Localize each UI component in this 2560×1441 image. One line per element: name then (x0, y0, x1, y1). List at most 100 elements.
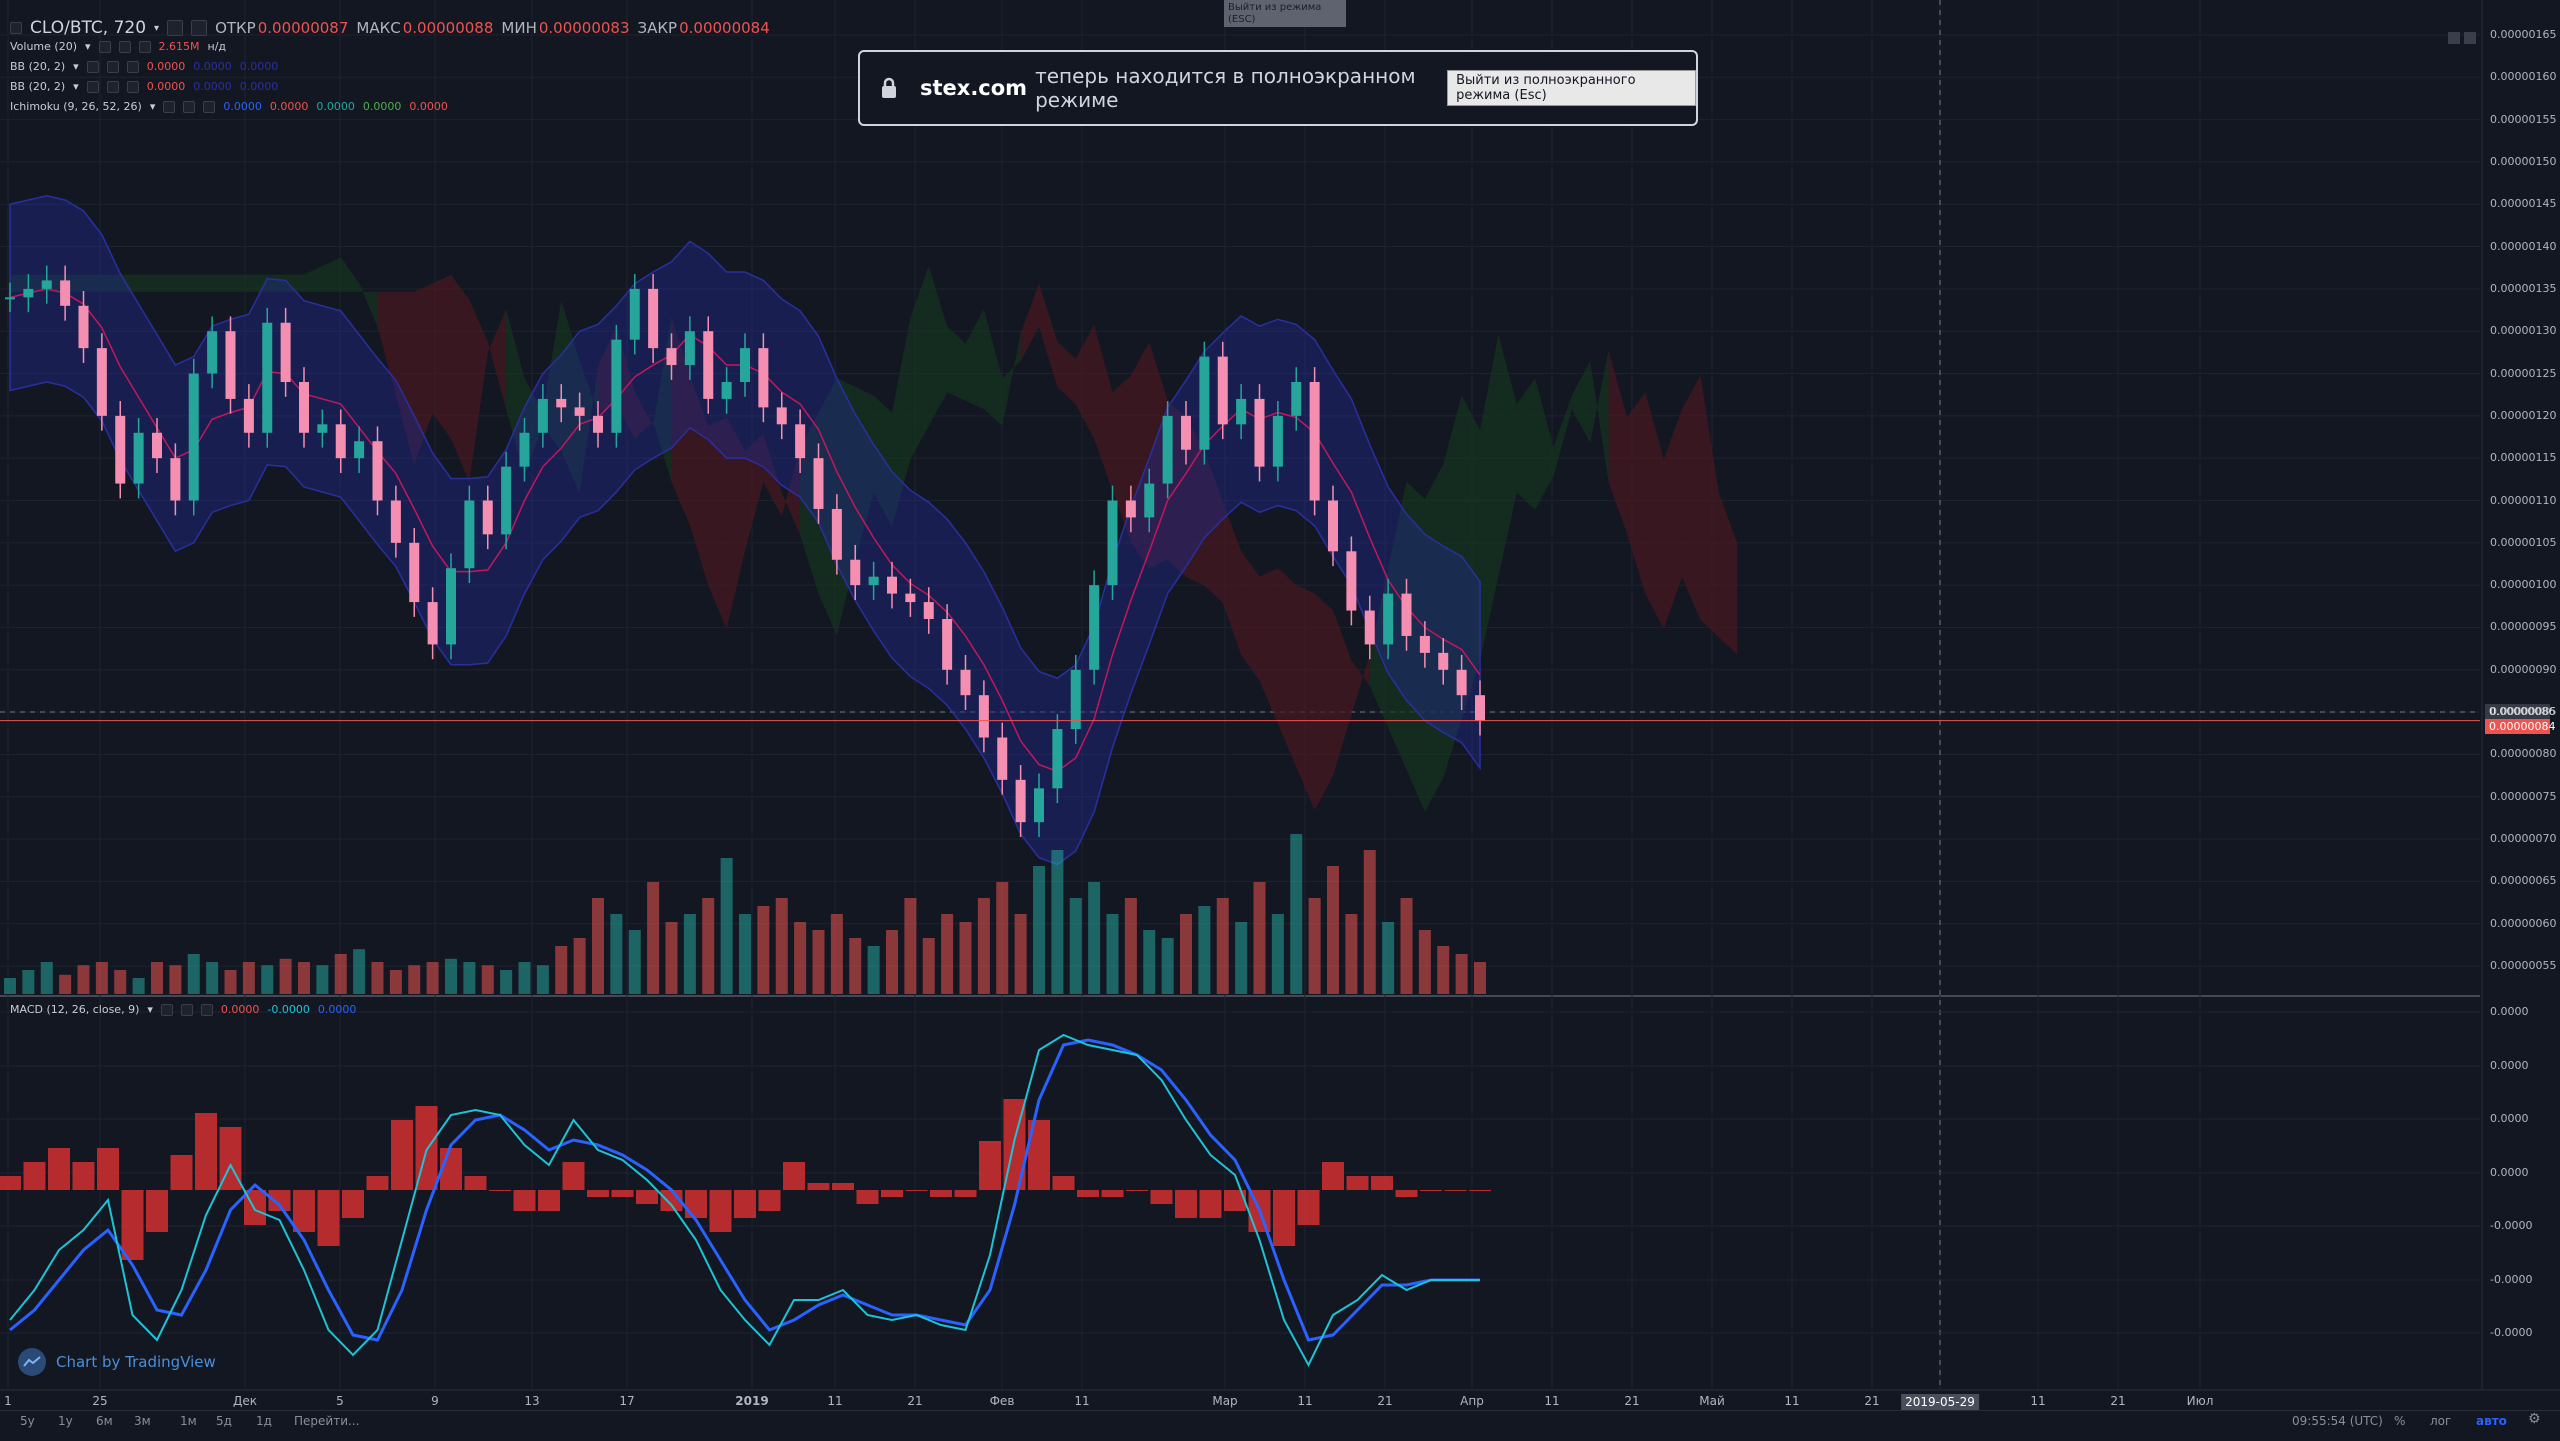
chevron-down-icon[interactable]: ▾ (147, 1003, 153, 1016)
settings-icon[interactable] (167, 20, 184, 36)
indicator-ichimoku[interactable]: Ichimoku (9, 26, 52, 26) ▾ 0.0000 0.0000 … (10, 100, 448, 113)
volume-bar (169, 965, 182, 994)
candle-body (923, 602, 934, 620)
close-icon[interactable] (203, 100, 216, 113)
clock: 09:55:54 (UTC) (2292, 1414, 2383, 1428)
indicator-bb-2[interactable]: BB (20, 2) ▾ 0.0000 0.0000 0.0000 (10, 80, 278, 93)
candle-body (776, 407, 787, 425)
ichimoku-cloud (285, 274, 304, 292)
timeframe-button[interactable]: 1м (180, 1414, 197, 1428)
indicator-name[interactable]: BB (20, 2) (10, 80, 66, 93)
hide-icon[interactable] (180, 1003, 193, 1016)
settings-icon[interactable] (160, 1003, 173, 1016)
ichimoku-cloud (1553, 395, 1572, 477)
macd-histogram-bar (538, 1190, 560, 1211)
settings-icon[interactable] (86, 60, 99, 73)
chevron-down-icon[interactable]: ▾ (73, 80, 79, 93)
indicator-volume[interactable]: Volume (20) ▾ 2.615M н/д (10, 40, 226, 53)
symbol-legend: CLO/BTC, 720 ▾ ОТКР 0.00000087 МАКС 0.0000… (10, 18, 770, 38)
macd-histogram-bar (758, 1190, 781, 1211)
timeframe-button[interactable]: 5у (20, 1414, 35, 1428)
candle-body (1309, 381, 1320, 501)
macd-histogram-bar (72, 1162, 95, 1190)
volume-bar (977, 898, 990, 994)
y-tick-label: 0.00000155 (2490, 112, 2557, 126)
tradingview-logo-icon (18, 1348, 46, 1376)
x-tick-label: 21 (1864, 1394, 1880, 1408)
watermark-text[interactable]: Chart by TradingView (56, 1353, 216, 1371)
close-icon[interactable] (200, 1003, 213, 1016)
exit-fullscreen-button[interactable]: Выйти из полноэкранного режима (Esc) (1447, 70, 1696, 106)
x-tick-label: 9 (431, 1394, 439, 1408)
chevron-down-icon[interactable]: ▾ (154, 22, 160, 34)
tradingview-watermark[interactable]: Chart by TradingView (18, 1348, 216, 1376)
hide-icon[interactable] (191, 20, 208, 36)
exit-fullscreen-hint[interactable]: Выйти из режима (ESC) (1224, 0, 1346, 27)
macd-tick-label: -0.0000 (2490, 1326, 2533, 1339)
scroll-right-icon[interactable] (2464, 32, 2476, 44)
chevron-down-icon[interactable]: ▾ (85, 40, 91, 53)
ichimoku-cloud (212, 274, 231, 292)
close-icon[interactable] (126, 60, 139, 73)
ichimoku-cloud (983, 309, 1003, 426)
x-tick-label: 11 (1297, 1394, 1313, 1408)
settings-icon[interactable] (86, 80, 99, 93)
macd-histogram-bar (23, 1162, 46, 1190)
x-tick-label: 11 (827, 1394, 843, 1408)
chevron-down-icon[interactable]: ▾ (73, 60, 79, 73)
indicator-name[interactable]: Volume (20) (10, 40, 77, 53)
auto-toggle[interactable]: авто (2476, 1414, 2507, 1428)
indicator-bb-1[interactable]: BB (20, 2) ▾ 0.0000 0.0000 0.0000 (10, 60, 278, 73)
indicator-name[interactable]: Ichimoku (9, 26, 52, 26) (10, 100, 142, 113)
volume-bar (1400, 898, 1413, 994)
x-tick-label: 25 (92, 1394, 108, 1408)
candle-body (5, 297, 15, 300)
hide-icon[interactable] (106, 80, 119, 93)
indicator-name[interactable]: BB (20, 2) (10, 60, 66, 73)
candle-body (1254, 398, 1265, 467)
timeframe-button[interactable]: Перейти... (294, 1414, 360, 1428)
ichimoku-cloud (947, 326, 966, 401)
volume-bar (518, 962, 531, 994)
timeframe-button[interactable]: 5д (216, 1414, 232, 1428)
candle-body (1052, 729, 1063, 789)
indicator-macd[interactable]: MACD (12, 26, close, 9) ▾ 0.0000 -0.0000 … (10, 1003, 356, 1016)
settings-icon[interactable] (163, 100, 176, 113)
macd-histogram-bar (1199, 1190, 1222, 1218)
macd-histogram-bar (1469, 1190, 1491, 1191)
ichimoku-cloud (1057, 342, 1076, 405)
percent-toggle[interactable]: % (2394, 1414, 2406, 1428)
ichimoku-cloud (892, 317, 911, 527)
volume-bar (1382, 922, 1395, 994)
volume-bar (720, 858, 733, 994)
gear-icon[interactable]: ⚙ (2528, 1411, 2541, 1427)
close-icon[interactable] (126, 80, 139, 93)
macd-tick-label: 0.0000 (2490, 1166, 2529, 1179)
hide-icon[interactable] (118, 40, 131, 53)
timeframe-button[interactable]: 1у (58, 1414, 73, 1428)
hide-icon[interactable] (106, 60, 119, 73)
timeframe-button[interactable]: 3м (134, 1414, 151, 1428)
log-toggle[interactable]: лог (2430, 1414, 2452, 1428)
candle-body (1291, 381, 1302, 416)
settings-icon[interactable] (98, 40, 111, 53)
timeframe-button[interactable]: 1д (256, 1414, 272, 1428)
ichimoku-cloud (193, 274, 213, 292)
volume-bar (1014, 914, 1027, 994)
scroll-left-icon[interactable] (2448, 32, 2460, 44)
symbol-title[interactable]: CLO/BTC, 720 (30, 18, 147, 38)
ichimoku-cloud (1020, 283, 1039, 361)
macd-histogram-bar (1346, 1176, 1369, 1190)
indicator-name[interactable]: MACD (12, 26, close, 9) (10, 1003, 140, 1016)
chevron-down-icon[interactable]: ▾ (149, 100, 156, 113)
volume-bar (610, 914, 623, 994)
close-icon[interactable] (138, 40, 151, 53)
collapse-icon[interactable] (10, 22, 22, 34)
macd-histogram-bar (709, 1190, 732, 1232)
timeframe-button[interactable]: 6м (96, 1414, 113, 1428)
hide-icon[interactable] (183, 100, 196, 113)
macd-histogram-bar (1052, 1176, 1075, 1190)
volume-bar (1308, 898, 1321, 994)
candle-body (850, 559, 861, 586)
